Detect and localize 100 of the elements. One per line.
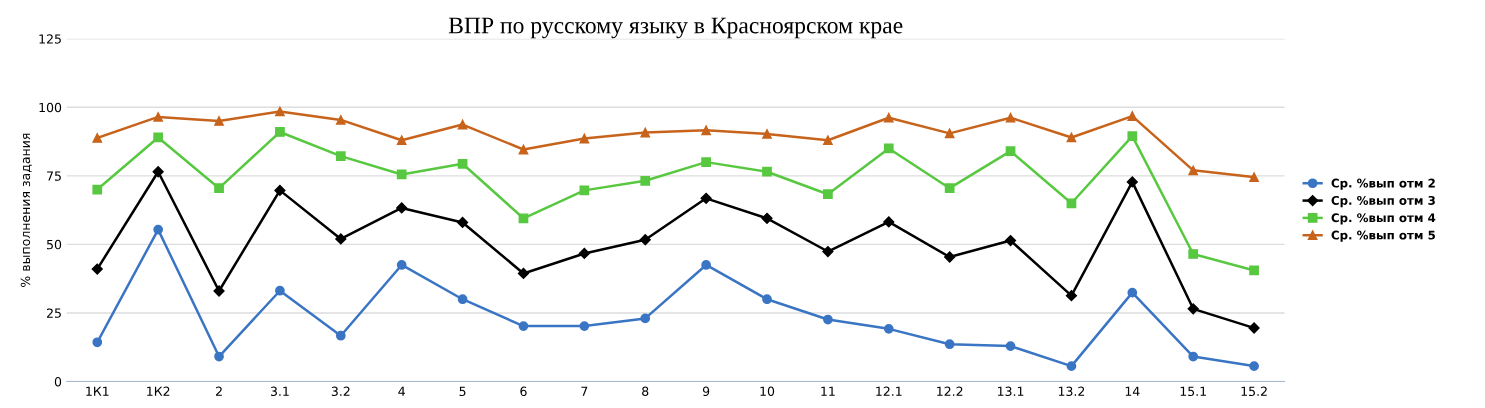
y-axis-title: % выполнения задания <box>20 133 32 287</box>
point <box>274 184 286 196</box>
point <box>1249 172 1259 183</box>
y-tick-label: 25 <box>46 308 61 318</box>
point <box>214 116 224 126</box>
point <box>153 224 164 235</box>
x-tick-label: 3.2 <box>331 386 350 397</box>
point <box>214 351 224 362</box>
point <box>762 129 772 139</box>
point <box>1005 146 1016 157</box>
point <box>153 112 164 122</box>
point <box>1004 234 1017 247</box>
point <box>396 202 408 214</box>
y-tick-label: 0 <box>54 376 62 387</box>
point <box>396 260 407 270</box>
legend-label: Ср. %вып отм 2 <box>1331 178 1435 190</box>
point <box>883 323 894 334</box>
point <box>335 330 346 341</box>
point <box>944 183 955 194</box>
point <box>1005 341 1016 351</box>
point <box>518 321 529 331</box>
point <box>823 314 833 325</box>
point <box>396 135 407 146</box>
point <box>883 143 894 154</box>
point <box>701 157 711 168</box>
point <box>1127 131 1138 141</box>
point <box>1188 165 1199 176</box>
point <box>457 158 468 169</box>
y-tick-label: 125 <box>39 34 61 44</box>
point <box>335 151 346 161</box>
point <box>1127 287 1138 298</box>
point <box>944 339 955 350</box>
point <box>761 212 773 224</box>
point <box>1249 265 1259 276</box>
x-tick-label: 4 <box>398 386 405 396</box>
point <box>275 127 285 137</box>
point <box>92 184 103 195</box>
y-tick-label: 75 <box>47 171 61 181</box>
point <box>1188 249 1199 259</box>
x-tick-label: 13.2 <box>1058 386 1085 397</box>
x-tick-label: 10 <box>760 386 775 397</box>
point <box>823 189 833 200</box>
x-tick-label: 15.2 <box>1241 386 1267 397</box>
x-tick-label: 6 <box>520 386 527 397</box>
point <box>517 267 530 280</box>
point <box>92 133 103 143</box>
point <box>1127 111 1138 121</box>
point <box>1187 303 1199 315</box>
point <box>944 128 955 139</box>
point <box>701 260 711 270</box>
x-tick-label: 5 <box>459 386 466 397</box>
point <box>275 285 285 296</box>
point <box>578 247 590 260</box>
legend-label: Ср. %вып отм 3 <box>1331 195 1435 208</box>
point <box>92 337 103 348</box>
point <box>1249 361 1259 371</box>
point <box>762 294 772 305</box>
point <box>701 125 711 136</box>
point <box>579 185 590 196</box>
x-tick-label: 9 <box>702 386 710 397</box>
point <box>639 234 651 246</box>
point <box>944 251 956 263</box>
point <box>396 169 407 180</box>
point <box>457 294 468 305</box>
point <box>640 127 651 138</box>
point <box>153 132 164 143</box>
x-tick-label: 2 <box>215 386 222 396</box>
point <box>822 245 834 258</box>
point <box>1066 198 1077 209</box>
point <box>457 119 468 130</box>
point <box>883 216 895 228</box>
x-tick-label: 14 <box>1125 386 1140 396</box>
point <box>579 133 590 144</box>
point <box>1066 361 1077 371</box>
x-tick-label: 12.2 <box>937 386 963 396</box>
y-tick-label: 50 <box>47 239 62 250</box>
x-tick-label: 1К1 <box>86 386 109 396</box>
point <box>1005 112 1016 123</box>
y-tick-label: 100 <box>39 102 62 113</box>
point <box>1188 351 1199 362</box>
legend-label: Ср. %вып отм 5 <box>1331 230 1435 242</box>
x-tick-label: 15.1 <box>1180 386 1206 397</box>
x-tick-label: 3.1 <box>270 386 289 397</box>
point <box>214 183 224 194</box>
point <box>91 263 103 275</box>
point <box>762 166 772 177</box>
point <box>640 175 651 186</box>
point <box>1066 132 1077 143</box>
point <box>700 192 712 204</box>
point <box>823 135 833 146</box>
point <box>518 144 529 155</box>
point <box>518 213 529 224</box>
x-tick-label: 1К2 <box>147 386 170 396</box>
x-tick-label: 11 <box>821 386 835 396</box>
x-tick-label: 12.1 <box>876 386 902 396</box>
point <box>275 106 285 117</box>
point <box>456 216 469 229</box>
point <box>640 313 651 324</box>
legend-label: Ср. %вып отм 4 <box>1331 213 1436 225</box>
x-tick-label: 8 <box>642 386 649 397</box>
